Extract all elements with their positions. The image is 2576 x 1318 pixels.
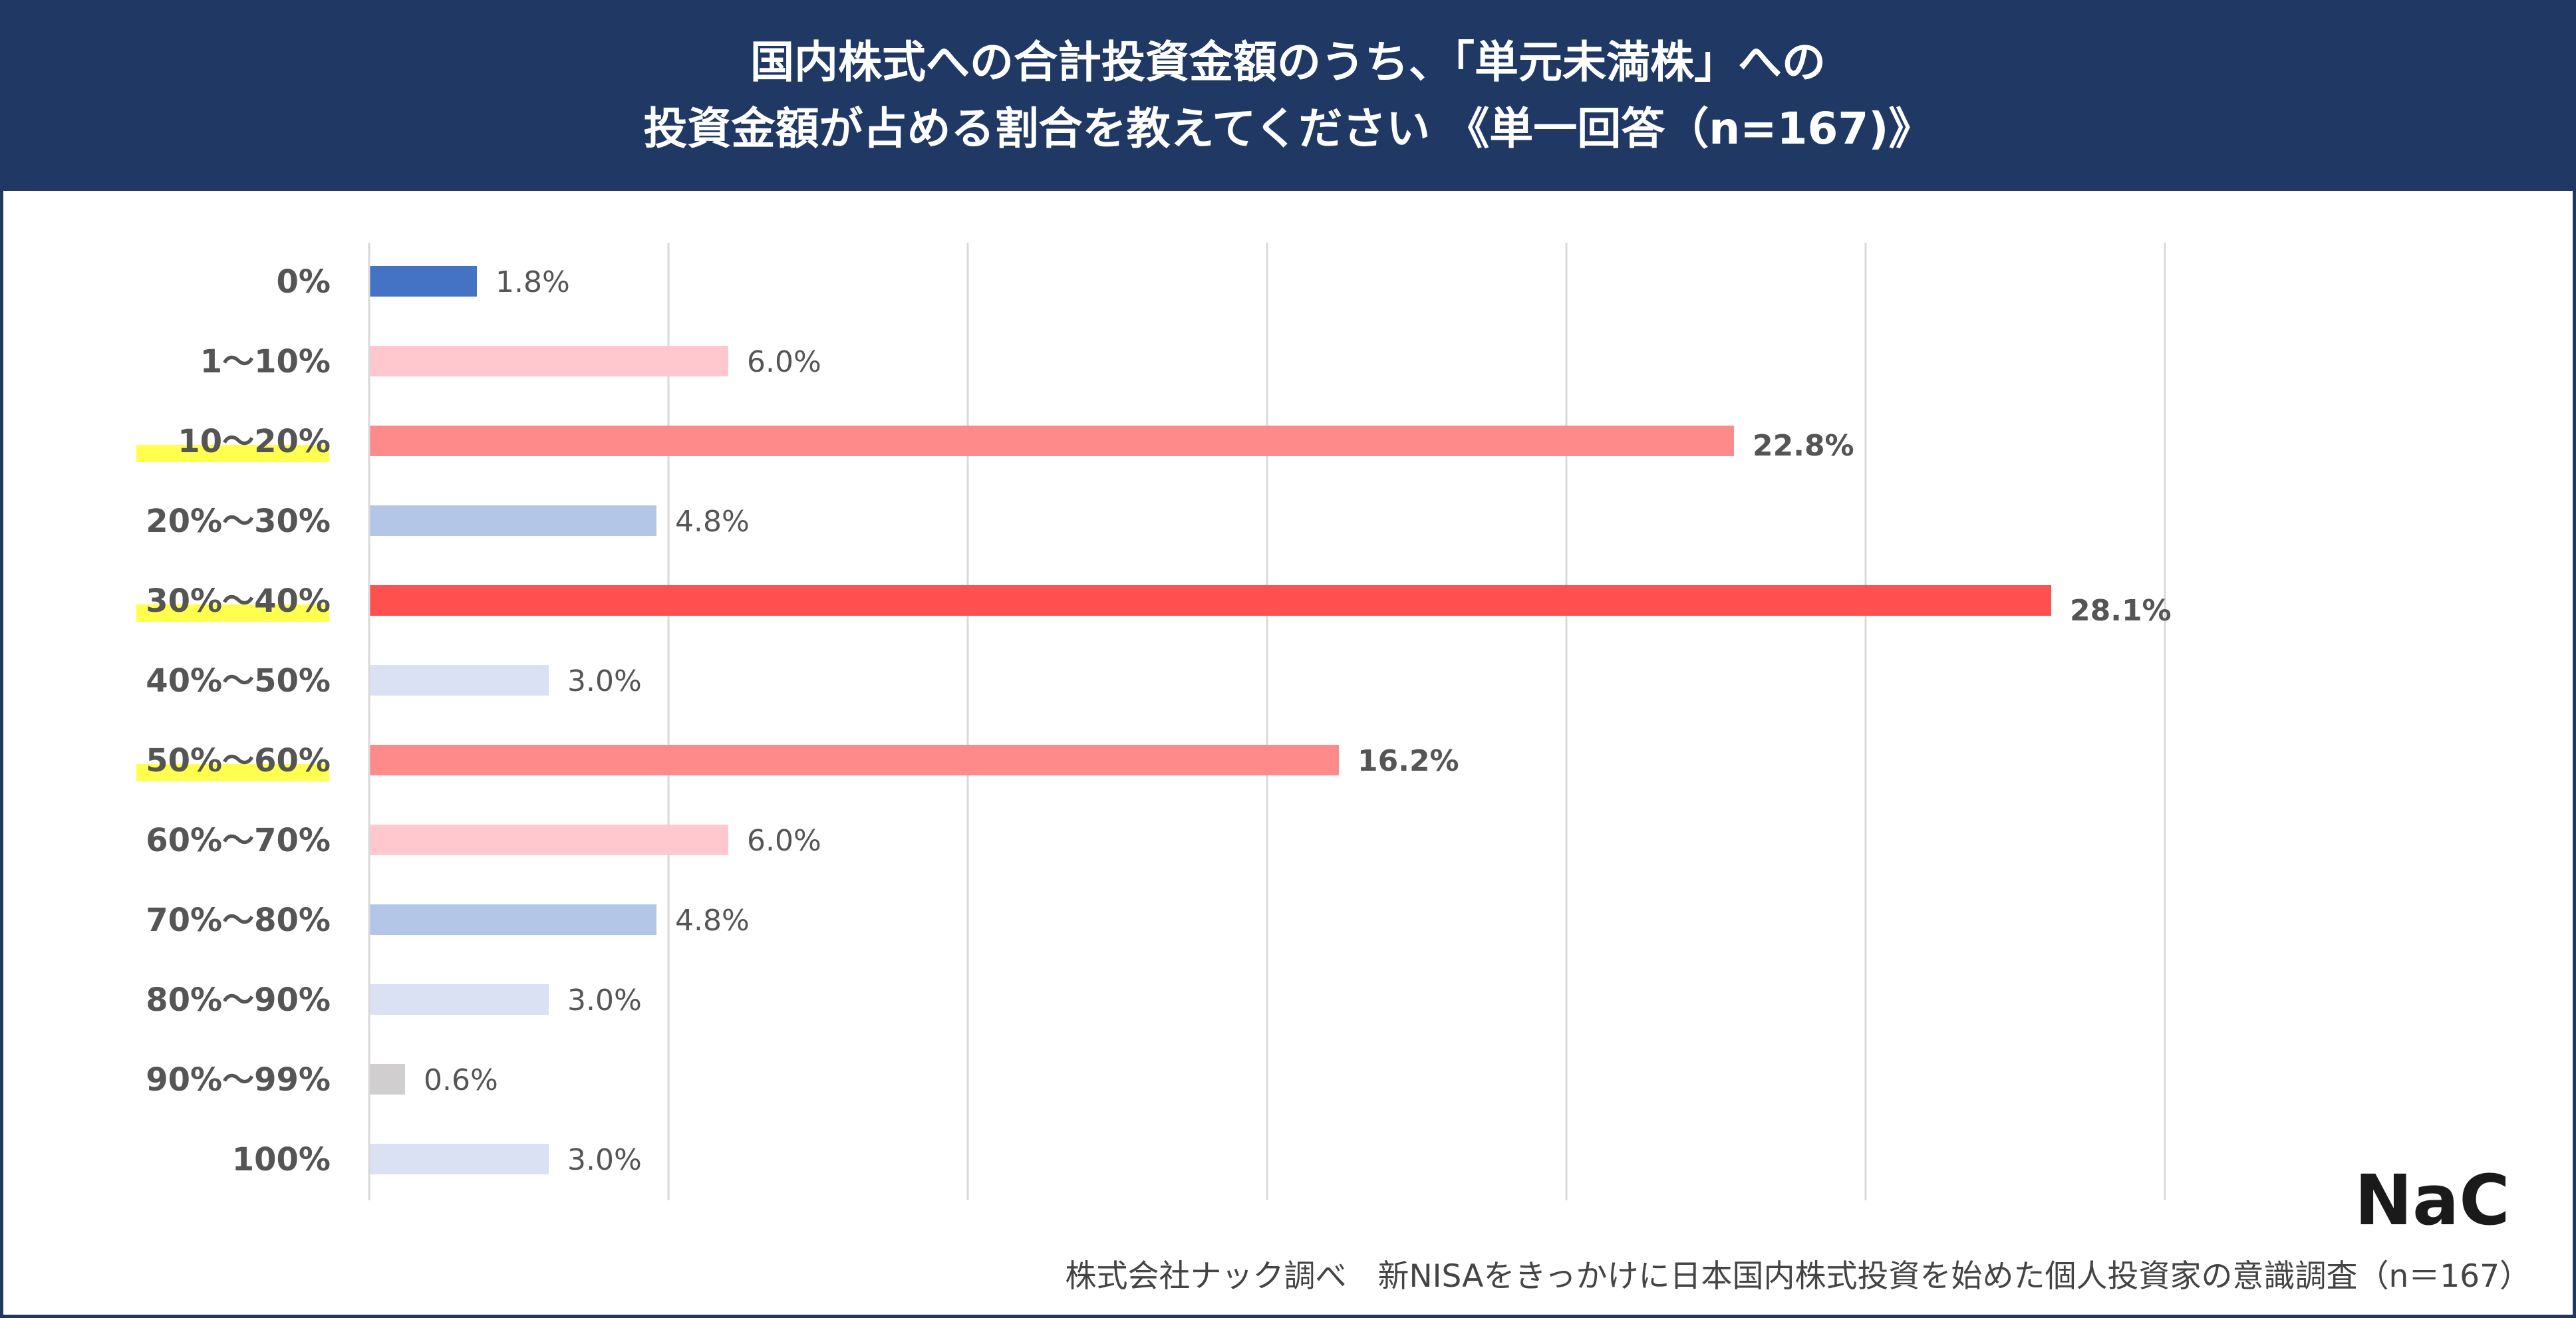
chart-title-line-2: 投資金額が占める割合を教えてください 《単一回答（n=167)》	[643, 102, 1933, 154]
value-label: 3.0%	[567, 664, 642, 698]
category-label: 60%〜70%	[146, 822, 331, 859]
category-label: 0%	[277, 263, 331, 301]
category-highlight-marker	[136, 604, 329, 622]
chart-title-line-1: 国内株式への合計投資金額のうち、「単元未満株」への	[750, 36, 1826, 88]
category-label: 70%〜80%	[146, 902, 331, 939]
category-label: 20%〜30%	[146, 503, 331, 540]
bar	[369, 426, 1734, 456]
nac-logo-text: NaC	[2355, 1167, 2510, 1234]
value-label: 0.6%	[424, 1063, 498, 1097]
value-label: 4.8%	[675, 904, 750, 938]
category-label: 100%	[232, 1141, 331, 1178]
value-label: 16.2%	[1358, 744, 1459, 778]
value-label: 1.8%	[496, 265, 570, 299]
bar	[369, 745, 1339, 775]
value-label: 6.0%	[747, 345, 821, 379]
category-label: 50%〜60%	[146, 742, 331, 779]
value-label: 28.1%	[2070, 594, 2172, 628]
category-label: 80%〜90%	[146, 982, 331, 1019]
bar	[369, 585, 2051, 616]
bar	[369, 346, 728, 376]
bar	[369, 266, 477, 297]
category-label: 10〜20%	[178, 423, 331, 460]
bar	[369, 1064, 405, 1095]
bar	[369, 984, 549, 1015]
bar	[369, 904, 656, 935]
category-label: 30%〜40%	[146, 583, 331, 620]
category-highlight-marker	[136, 445, 329, 462]
value-label: 22.8%	[1753, 429, 1854, 463]
category-highlight-marker	[136, 764, 329, 781]
bar	[369, 665, 549, 696]
value-label: 3.0%	[567, 1143, 642, 1177]
bar	[369, 825, 728, 855]
chart-header: 国内株式への合計投資金額のうち、「単元未満株」への 投資金額が占める割合を教えて…	[0, 0, 2576, 191]
category-label: 40%〜50%	[146, 662, 331, 700]
bar	[369, 505, 656, 536]
bar	[369, 1144, 549, 1174]
value-label: 3.0%	[567, 984, 642, 1017]
value-label: 6.0%	[747, 824, 821, 858]
category-label: 1〜10%	[200, 343, 331, 380]
value-label: 4.8%	[675, 505, 750, 539]
source-note: 株式会社ナック調べ 新NISAをきっかけに日本国内株式投資を始めた個人投資家の意…	[1065, 1258, 2531, 1295]
category-label: 90%〜99%	[146, 1061, 331, 1099]
nac-logo: NaC	[2355, 1167, 2510, 1234]
